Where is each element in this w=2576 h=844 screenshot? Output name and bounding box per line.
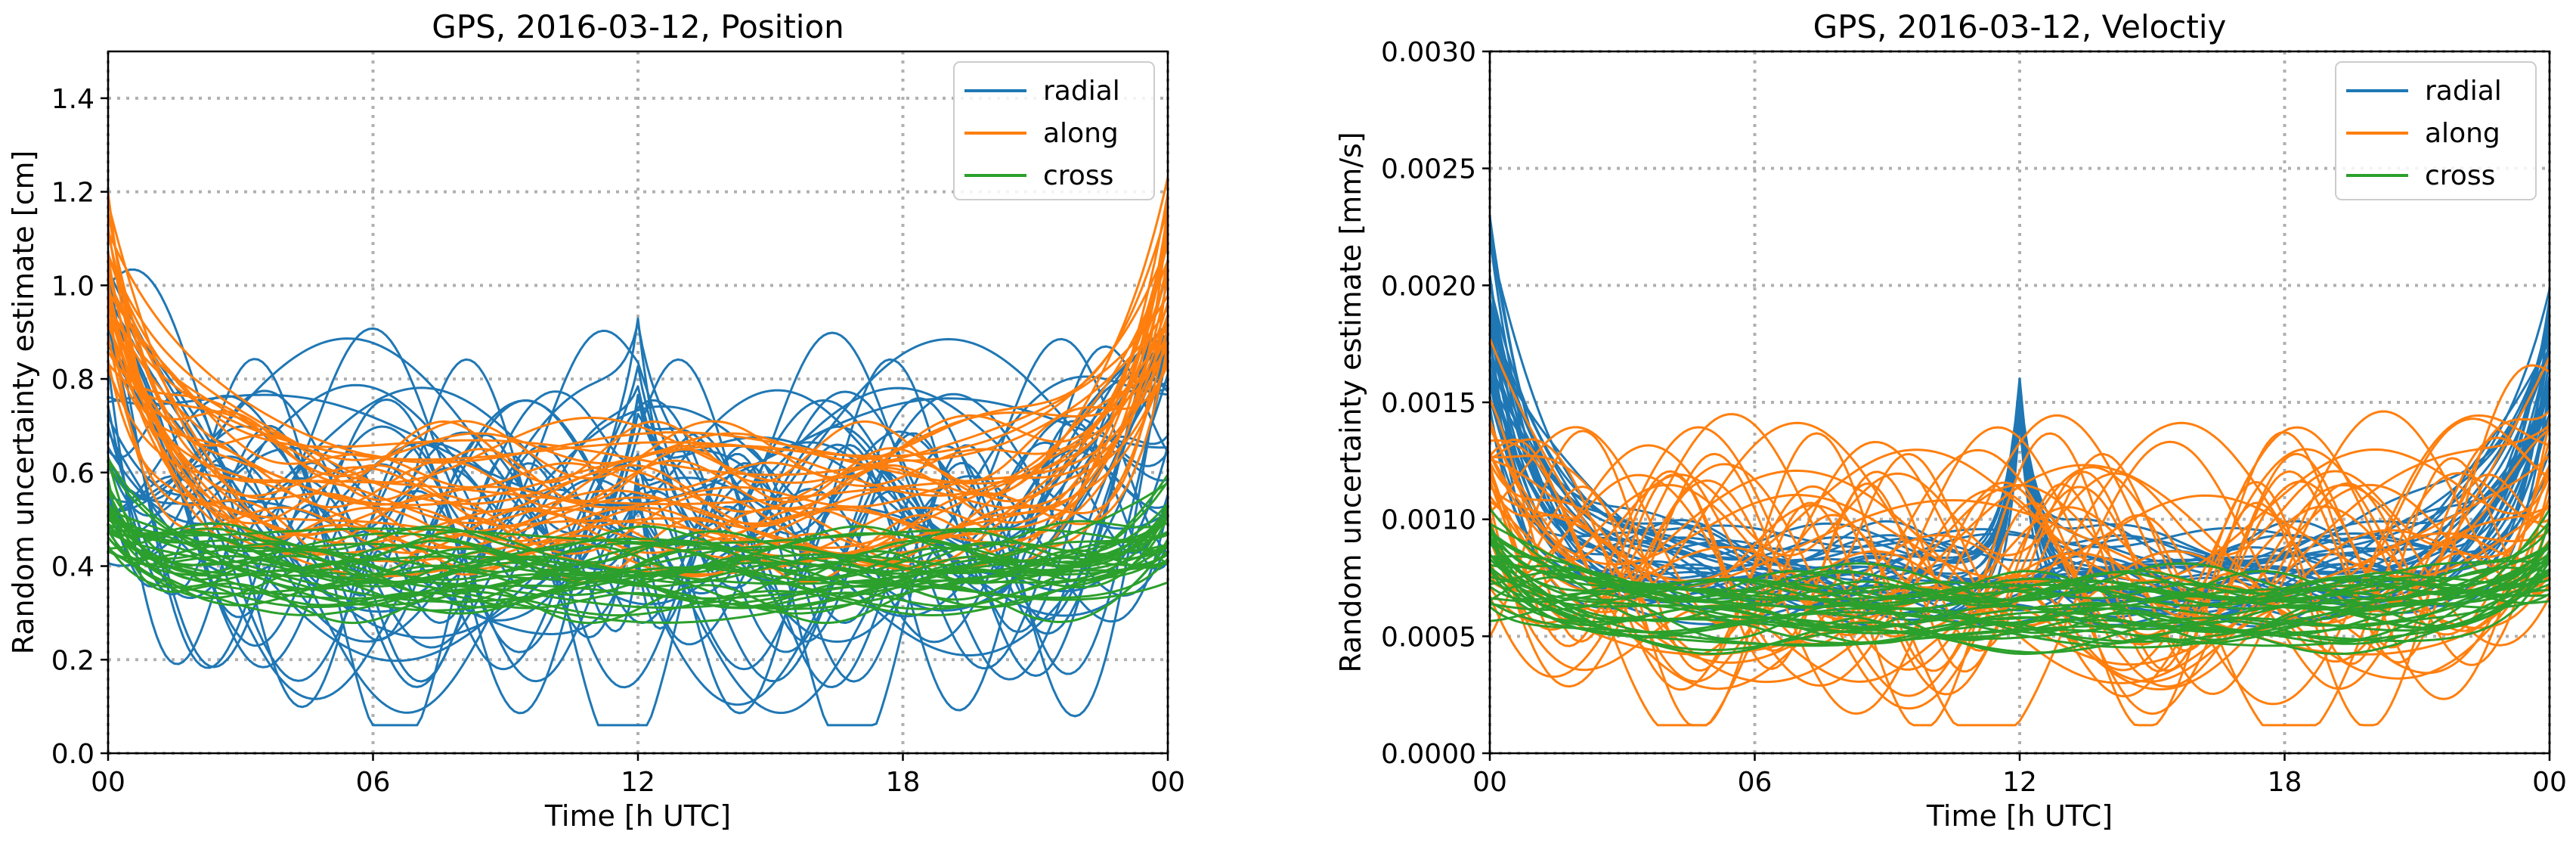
series-line-cross — [108, 511, 1168, 588]
y-tick-label: 1.2 — [51, 178, 94, 209]
series-line-cross — [108, 520, 1168, 552]
legend-box — [953, 61, 1155, 200]
y-tick-label: 0.0005 — [1381, 622, 1476, 653]
legend-box — [2335, 61, 2537, 200]
series-line-along — [108, 192, 1168, 557]
series-line-along — [1490, 473, 2550, 634]
y-tick-label: 0.0020 — [1381, 271, 1476, 302]
x-tick-label: 00 — [2532, 767, 2567, 798]
series-line-radial — [108, 337, 1168, 606]
y-tick-label: 1.4 — [51, 84, 94, 115]
y-tick-label: 0.6 — [51, 458, 94, 489]
series-line-radial — [108, 269, 1168, 653]
series-line-cross — [108, 478, 1168, 625]
x-tick-label: 18 — [2268, 767, 2302, 798]
series-line-along — [1490, 426, 2550, 637]
y-tick-label: 0.0010 — [1381, 505, 1476, 536]
series-line-along — [1490, 337, 2550, 684]
series-line-cross — [108, 511, 1168, 582]
series-line-radial — [108, 317, 1168, 715]
x-axis-label: Time [h UTC] — [1926, 799, 2113, 833]
y-tick-label: 0.2 — [51, 645, 94, 676]
series-line-along — [1490, 473, 2550, 688]
series-line-cross — [1490, 569, 2550, 604]
y-tick-label: 0.4 — [51, 552, 94, 583]
series-line-cross — [1490, 529, 2550, 635]
y-axis-label: Random uncertainty estimate [mm/s] — [1334, 132, 1367, 672]
chart-title: GPS, 2016-03-12, Position — [432, 8, 844, 45]
series-line-cross — [108, 464, 1168, 604]
series-line-along — [108, 290, 1168, 491]
series-line-along — [108, 202, 1168, 552]
series-lines — [1490, 216, 2550, 727]
series-line-along — [1490, 448, 2550, 582]
series-line-along — [108, 231, 1168, 464]
series-line-radial — [1490, 241, 2550, 594]
series-line-cross — [108, 490, 1168, 585]
series-line-cross — [108, 537, 1168, 585]
y-tick-label: 0.0015 — [1381, 388, 1476, 419]
legend-label-cross: cross — [2425, 160, 2495, 191]
y-tick-label: 0.0030 — [1381, 37, 1476, 68]
x-axis-label: Time [h UTC] — [544, 799, 731, 833]
series-line-cross — [1490, 535, 2550, 640]
x-tick-label: 18 — [886, 767, 921, 798]
x-tick-label: 00 — [1150, 767, 1185, 798]
series-line-along — [108, 254, 1168, 476]
series-lines — [108, 177, 1168, 727]
series-line-along — [1490, 455, 2550, 600]
series-line-cross — [1490, 507, 2550, 628]
series-line-along — [108, 297, 1168, 509]
y-tick-label: 0.0000 — [1381, 739, 1476, 770]
y-tick-label: 0.0025 — [1381, 154, 1476, 185]
series-line-along — [108, 213, 1168, 504]
chart-title: GPS, 2016-03-12, Veloctiy — [1813, 8, 2227, 45]
x-tick-label: 00 — [91, 767, 125, 798]
legend: radial along cross — [2335, 61, 2537, 200]
series-line-along — [1490, 483, 2550, 621]
series-line-cross — [1490, 554, 2550, 643]
chart-panel-velocity: 00 06 12 18 000.00000.00050.00100.00150.0020… — [1334, 8, 2567, 833]
legend: radial along cross — [953, 61, 1155, 200]
series-line-along — [108, 225, 1168, 510]
series-line-along — [1490, 461, 2550, 656]
legend-label-along: along — [1043, 118, 1119, 149]
legend-label-radial: radial — [1043, 76, 1120, 107]
series-line-cross — [1490, 541, 2550, 610]
series-line-cross — [1490, 508, 2550, 654]
series-line-cross — [108, 523, 1168, 573]
series-line-cross — [108, 510, 1168, 566]
legend-label-along: along — [2425, 118, 2500, 149]
x-tick-label: 12 — [621, 767, 655, 798]
series-line-cross — [1490, 523, 2550, 596]
legend-label-radial: radial — [2425, 76, 2502, 107]
series-line-along — [108, 209, 1168, 527]
series-line-cross — [108, 502, 1168, 609]
series-line-cross — [1490, 563, 2550, 601]
y-tick-label: 0.8 — [51, 365, 94, 396]
series-line-cross — [1490, 535, 2550, 611]
series-line-along — [1490, 473, 2550, 727]
y-axis-label: Random uncertainty estimate [cm] — [7, 150, 40, 655]
series-line-cross — [108, 458, 1168, 575]
x-tick-label: 12 — [2002, 767, 2037, 798]
x-tick-label: 06 — [356, 767, 391, 798]
series-line-radial — [108, 294, 1168, 613]
series-line-along — [108, 275, 1168, 484]
series-line-along — [108, 263, 1168, 549]
x-tick-label: 00 — [1472, 767, 1507, 798]
legend-label-cross: cross — [1043, 160, 1113, 191]
series-line-cross — [1490, 524, 2550, 600]
series-line-along — [1490, 410, 2550, 638]
series-line-cross — [108, 480, 1168, 612]
series-line-cross — [1490, 523, 2550, 656]
y-tick-label: 1.0 — [51, 271, 94, 302]
x-tick-label: 06 — [1738, 767, 1773, 798]
series-line-along — [108, 253, 1168, 505]
y-tick-label: 0.0 — [51, 739, 94, 770]
series-line-along — [1490, 419, 2550, 666]
series-line-along — [108, 231, 1168, 525]
